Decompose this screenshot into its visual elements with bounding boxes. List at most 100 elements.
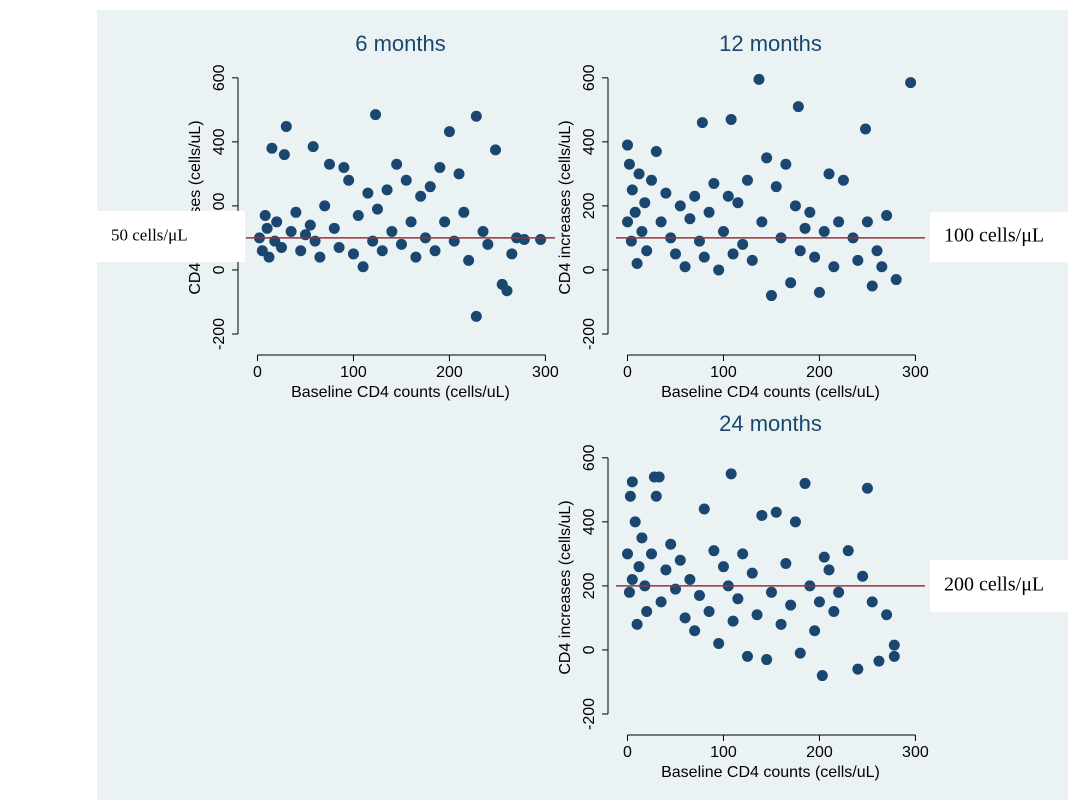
- annotation-box: [930, 212, 1091, 262]
- x-tick-label: 300: [902, 364, 929, 381]
- y-tick-label: -200: [581, 698, 598, 730]
- point: [703, 606, 715, 618]
- point: [323, 158, 335, 170]
- point: [626, 184, 638, 196]
- point: [905, 77, 917, 89]
- point: [295, 245, 307, 257]
- point: [785, 277, 797, 289]
- y-tick-label: 0: [581, 645, 598, 654]
- point: [888, 639, 900, 651]
- point: [696, 117, 708, 129]
- point: [641, 245, 653, 257]
- point: [633, 168, 645, 180]
- point: [761, 654, 773, 666]
- x-tick-label: 0: [253, 364, 262, 381]
- point: [809, 251, 821, 263]
- point: [717, 561, 729, 573]
- point: [463, 254, 475, 266]
- panel-title: 24 months: [719, 411, 822, 436]
- point: [765, 290, 777, 302]
- point: [713, 638, 725, 650]
- point: [266, 142, 278, 154]
- point: [794, 647, 806, 659]
- point: [629, 206, 641, 218]
- point: [684, 573, 696, 585]
- point: [285, 226, 297, 238]
- point: [684, 213, 696, 225]
- y-tick-label: 600: [581, 444, 598, 471]
- point: [653, 471, 665, 483]
- point: [674, 200, 686, 212]
- point: [770, 181, 782, 193]
- point: [633, 561, 645, 573]
- point: [362, 187, 374, 199]
- point: [727, 248, 739, 260]
- point: [674, 554, 686, 566]
- point: [631, 258, 643, 270]
- x-tick-label: 300: [902, 744, 929, 761]
- point: [727, 615, 739, 627]
- point: [708, 177, 720, 189]
- point: [470, 310, 482, 322]
- point: [890, 274, 902, 286]
- point: [888, 650, 900, 662]
- panel-title: 6 months: [355, 31, 446, 56]
- point: [871, 245, 883, 257]
- x-axis-label: Baseline CD4 counts (cells/uL): [291, 384, 510, 401]
- point: [400, 174, 412, 186]
- point: [352, 210, 364, 222]
- y-tick-label: 200: [581, 572, 598, 599]
- point: [861, 482, 873, 494]
- point: [333, 242, 345, 254]
- point: [636, 226, 648, 238]
- point: [732, 197, 744, 209]
- point: [328, 222, 340, 234]
- point: [650, 145, 662, 157]
- y-tick-label: 600: [581, 64, 598, 91]
- point: [876, 261, 888, 273]
- point: [780, 557, 792, 569]
- point: [357, 261, 369, 273]
- point: [732, 593, 744, 605]
- point: [792, 101, 804, 113]
- point: [860, 123, 872, 135]
- point: [833, 216, 845, 228]
- point: [424, 181, 436, 193]
- point: [708, 545, 720, 557]
- panel-title: 12 months: [719, 31, 822, 56]
- x-tick-label: 300: [532, 364, 559, 381]
- point: [646, 174, 658, 186]
- point: [314, 251, 326, 263]
- point: [725, 468, 737, 480]
- point: [490, 144, 502, 156]
- point: [660, 564, 672, 576]
- point: [261, 222, 273, 234]
- point: [290, 206, 302, 218]
- y-tick-label: 400: [581, 128, 598, 155]
- point: [470, 110, 482, 122]
- y-axis-label: CD4 increases (cells/uL): [557, 120, 574, 294]
- y-tick-label: 400: [581, 508, 598, 535]
- point: [713, 264, 725, 276]
- x-axis-label: Baseline CD4 counts (cells/uL): [661, 764, 880, 781]
- x-tick-label: 100: [710, 364, 737, 381]
- point: [501, 285, 513, 297]
- point: [842, 545, 854, 557]
- point: [439, 216, 451, 228]
- point: [789, 200, 801, 212]
- point: [623, 586, 635, 598]
- point: [650, 490, 662, 502]
- point: [770, 506, 782, 518]
- point: [746, 567, 758, 579]
- point: [813, 286, 825, 298]
- point: [698, 503, 710, 515]
- point: [866, 280, 878, 292]
- point: [347, 248, 359, 260]
- point: [669, 248, 681, 260]
- point: [319, 200, 331, 212]
- point: [482, 238, 494, 250]
- point: [813, 596, 825, 608]
- x-tick-label: 100: [710, 744, 737, 761]
- point: [307, 141, 319, 153]
